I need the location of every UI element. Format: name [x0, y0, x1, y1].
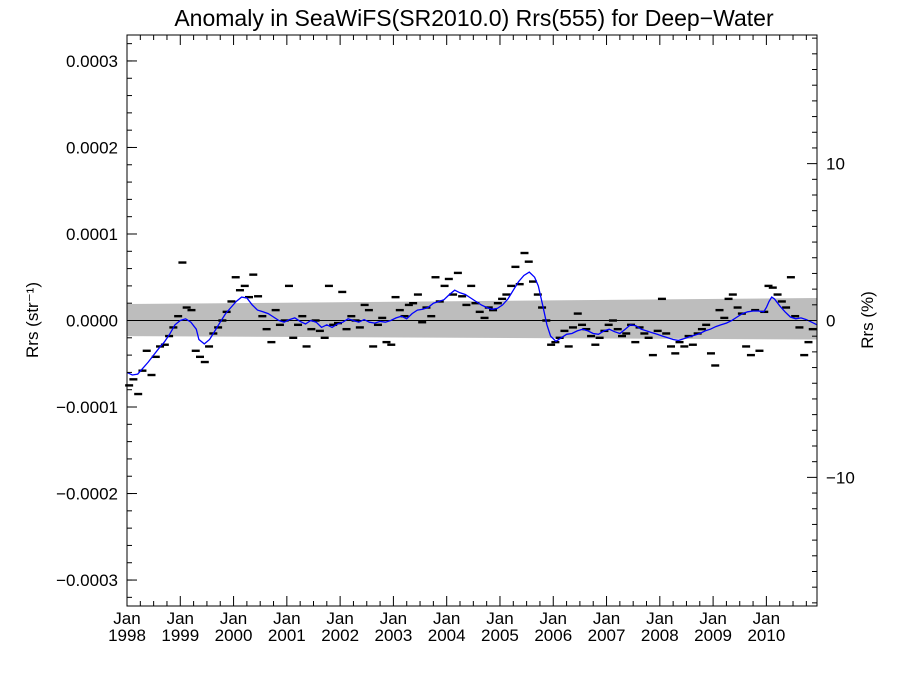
y-tick-label-left: −0.0003 — [56, 571, 118, 590]
x-tick-label-year: 2010 — [747, 626, 785, 645]
x-tick-label-year: 2004 — [428, 626, 466, 645]
x-tick-label-year: 2002 — [321, 626, 359, 645]
x-tick-label-month: Jan — [220, 609, 247, 628]
y-tick-label-right: 10 — [826, 155, 845, 174]
x-tick-label-month: Jan — [380, 609, 407, 628]
x-tick-label-year: 2006 — [534, 626, 572, 645]
x-tick-label-month: Jan — [486, 609, 513, 628]
x-tick-label-month: Jan — [167, 609, 194, 628]
x-tick-label-month: Jan — [646, 609, 673, 628]
x-tick-label-month: Jan — [326, 609, 353, 628]
x-tick-label-month: Jan — [753, 609, 780, 628]
x-tick-label-year: 2005 — [481, 626, 519, 645]
running-mean-line — [126, 271, 818, 376]
x-tick-label-year: 1998 — [108, 626, 146, 645]
x-tick-label-year: 2003 — [374, 626, 412, 645]
x-tick-label-month: Jan — [540, 609, 567, 628]
x-tick-label-month: Jan — [273, 609, 300, 628]
x-tick-label-month: Jan — [433, 609, 460, 628]
x-tick-label-year: 2007 — [588, 626, 626, 645]
confidence-band-area — [127, 298, 817, 340]
x-tick-label-month: Jan — [699, 609, 726, 628]
y-tick-label-left: 0.0000 — [66, 312, 118, 331]
confidence-band — [127, 298, 817, 340]
x-tick-label-month: Jan — [593, 609, 620, 628]
y-axis-label-right: Rrs (%) — [858, 291, 877, 349]
x-tick-label-year: 2008 — [641, 626, 679, 645]
y-tick-label-right: 0 — [826, 312, 835, 331]
y-tick-label-left: 0.0002 — [66, 138, 118, 157]
x-tick-label-year: 2009 — [694, 626, 732, 645]
y-tick-label-left: −0.0002 — [56, 485, 118, 504]
y-tick-label-left: 0.0003 — [66, 52, 118, 71]
monthly-anomaly-points — [125, 251, 817, 396]
axes: 0.0003 0.0002 0.0001 0.0000 −0.0001 −0.0002 −0… — [56, 35, 855, 645]
x-tick-label-year: 1999 — [161, 626, 199, 645]
x-tick-label-month: Jan — [113, 609, 140, 628]
chart-title: Anomaly in SeaWiFS(SR2010.0) Rrs(555) fo… — [174, 5, 774, 31]
x-tick-label-year: 2001 — [268, 626, 306, 645]
x-tick-label-year: 2000 — [215, 626, 253, 645]
y-tick-label-left: −0.0001 — [56, 398, 118, 417]
y-tick-label-right: −10 — [826, 468, 855, 487]
y-axis-label-left: Rrs (str⁻¹) — [23, 282, 42, 358]
y-tick-label-left: 0.0001 — [66, 225, 118, 244]
